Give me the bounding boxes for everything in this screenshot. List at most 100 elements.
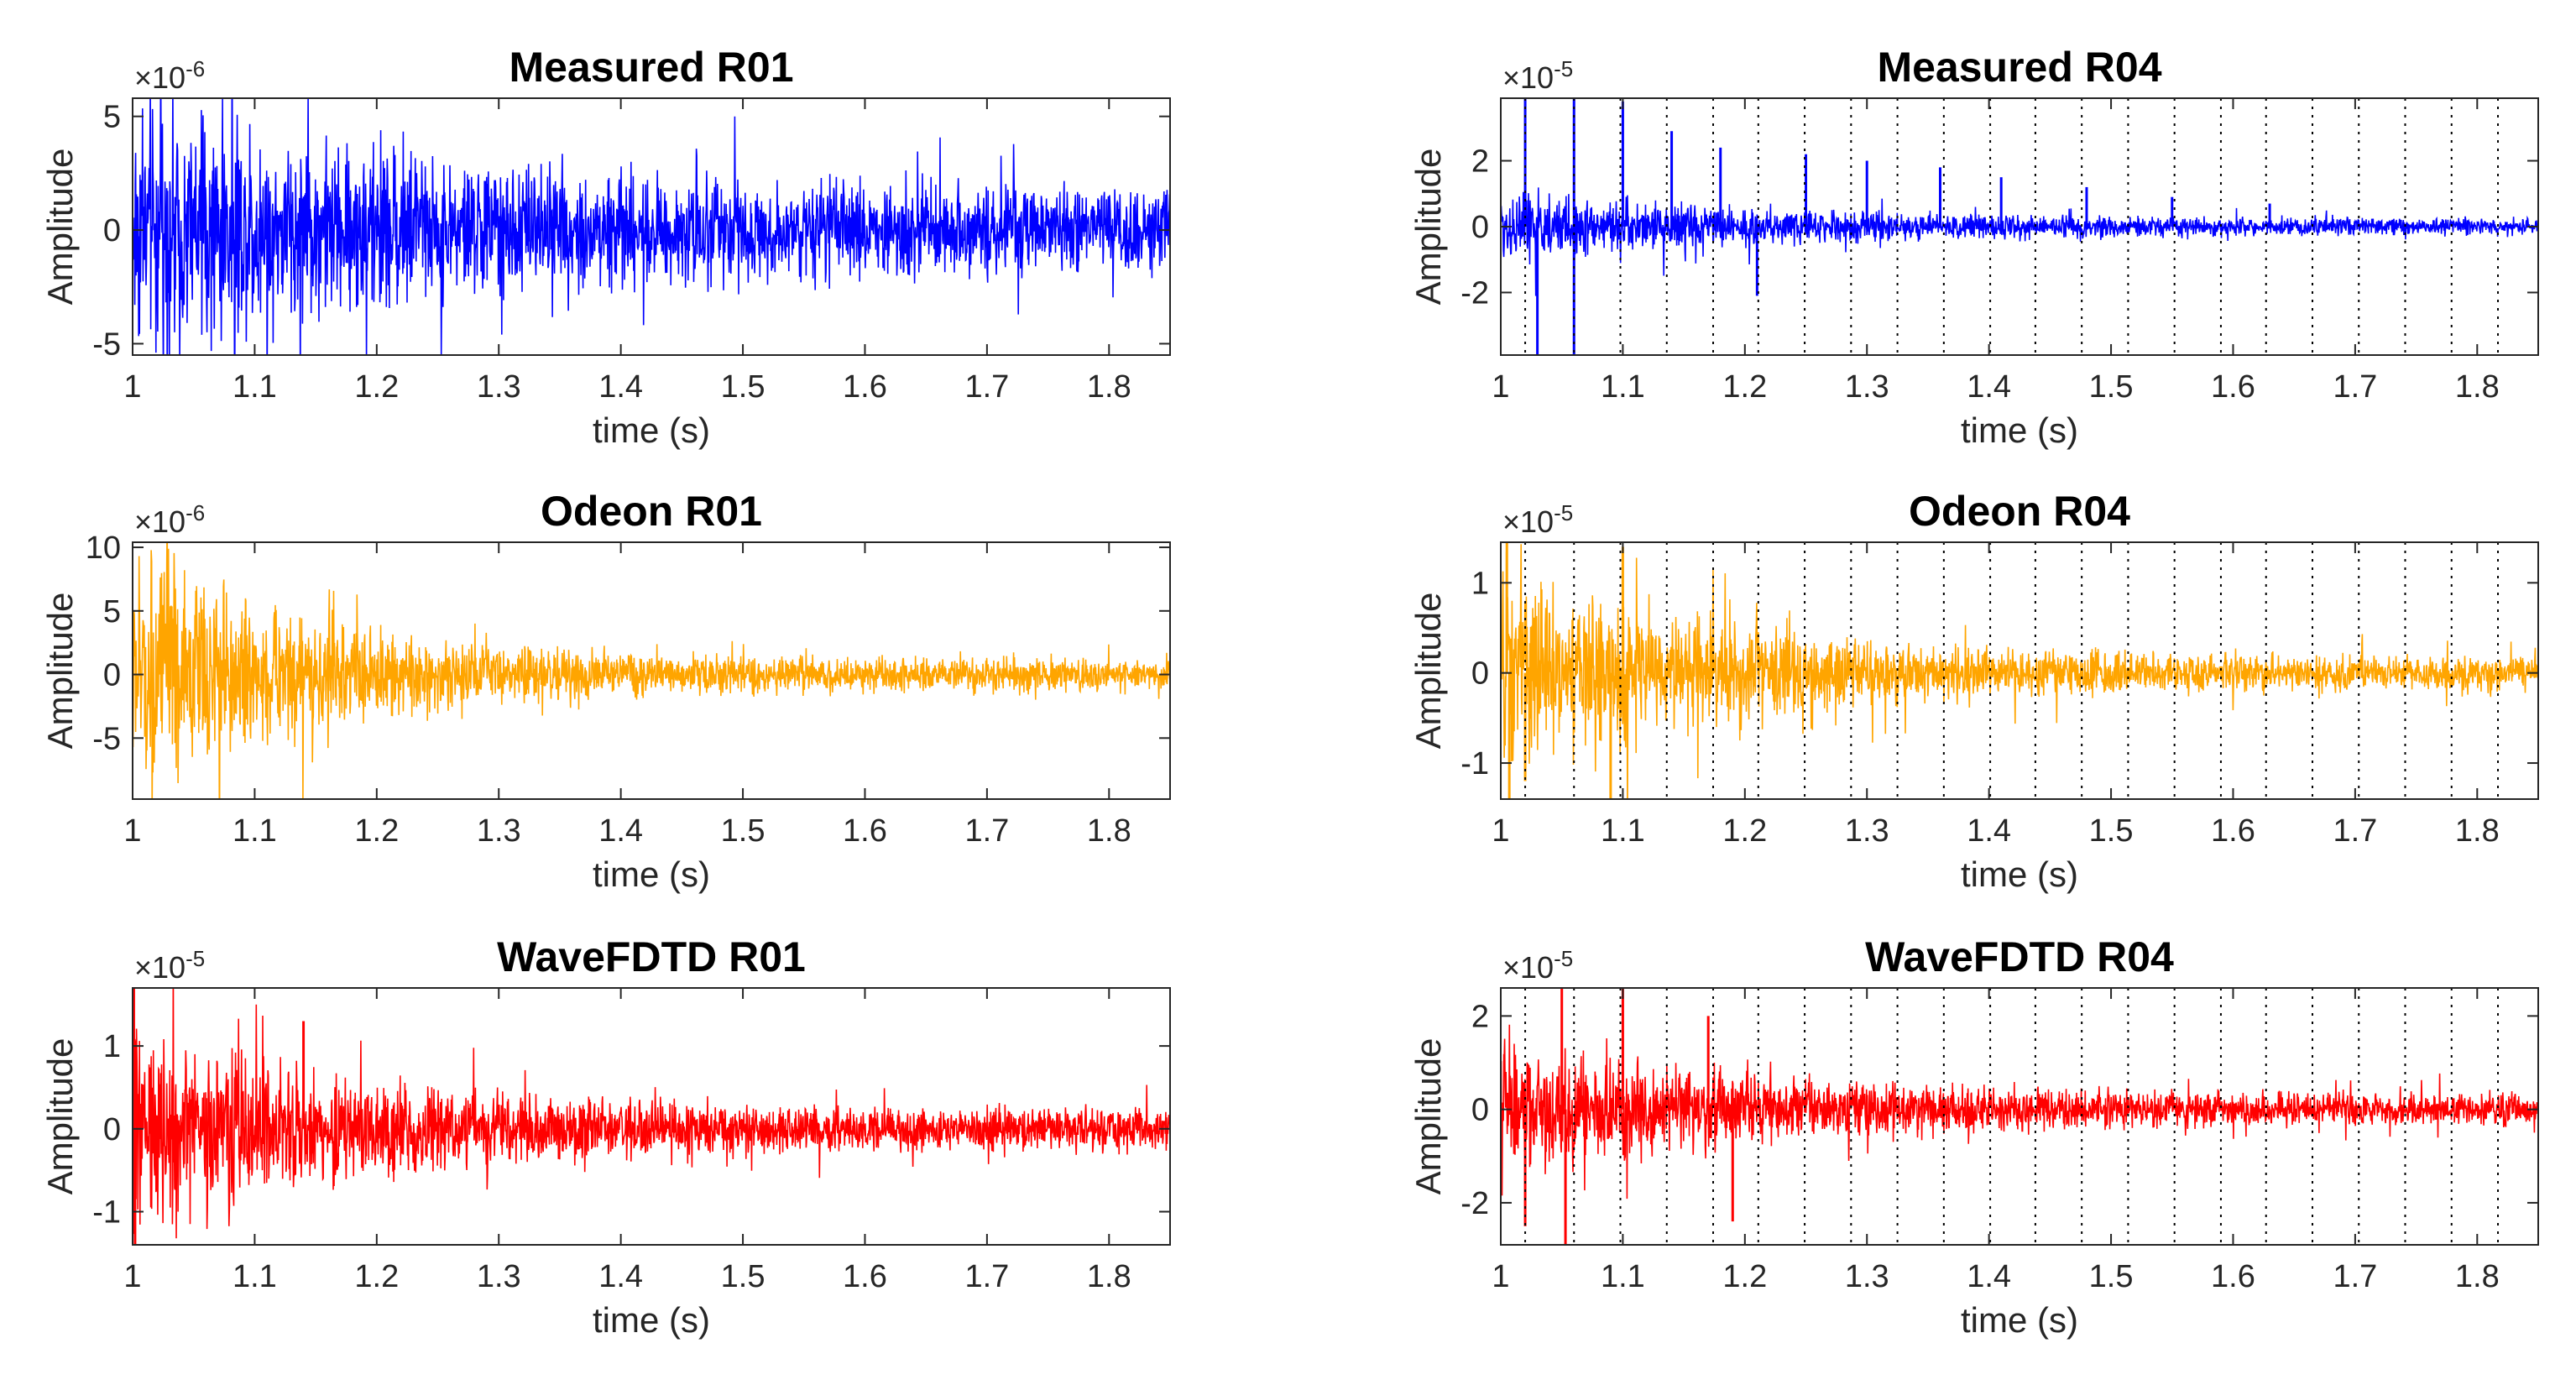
y-axis-label: Amplitude	[40, 149, 80, 306]
y-exponent-label: ×10-5	[1502, 500, 1573, 539]
y-axis-label: Amplitude	[1408, 1038, 1448, 1195]
x-tick-label: 1.4	[1967, 369, 2011, 405]
x-axis-label: time (s)	[593, 410, 710, 450]
y-exponent-power: -5	[185, 946, 205, 971]
panel-1: 1 1.1 1.2 1.3 1.4 1.5 1.6 1.7 1.8 -5 0 5 Measured R0…	[40, 44, 1171, 450]
y-tick-label: 0	[103, 1112, 121, 1147]
y-axis-label: Amplitude	[1408, 149, 1448, 306]
y-tick-label: 0	[103, 658, 121, 693]
x-tick-label: 1.5	[2089, 369, 2134, 405]
x-tick-label: 1	[1492, 813, 1509, 849]
signal-line	[133, 542, 1170, 799]
y-exponent-power: -5	[1554, 946, 1573, 971]
x-tick-label: 1.6	[843, 369, 887, 405]
x-tick-label: 1.6	[2211, 813, 2255, 849]
x-tick-label: 1.7	[2333, 813, 2377, 849]
y-tick-label: -5	[92, 327, 121, 362]
x-tick-label: 1.4	[1967, 1259, 2011, 1294]
x-tick-label: 1.8	[1087, 369, 1131, 405]
x-tick-label: 1.1	[1601, 813, 1645, 849]
y-exponent-base: ×10	[1502, 60, 1554, 95]
x-tick-label: 1.3	[1845, 1259, 1889, 1294]
axes-box	[1500, 987, 2539, 1246]
y-exponent-label: ×10-6	[134, 500, 205, 539]
y-tick-label: 0	[1471, 656, 1489, 692]
x-tick-label: 1.3	[477, 1259, 521, 1294]
signal-line	[1501, 168, 2538, 296]
x-axis-label: time (s)	[1961, 855, 2078, 894]
x-tick-label: 1.7	[2333, 369, 2377, 405]
y-tick-label: -2	[1460, 1186, 1489, 1221]
x-tick-label: 1.4	[1967, 813, 2011, 849]
x-tick-label: 1.8	[1087, 813, 1131, 849]
y-tick-label: 1	[103, 1029, 121, 1064]
signal-line	[1501, 1024, 2538, 1199]
panel-5: 1 1.1 1.2 1.3 1.4 1.5 1.6 1.7 1.8 -1 0 1 WaveFDTD R0…	[40, 933, 1171, 1340]
x-axis-label: time (s)	[593, 1300, 710, 1340]
x-tick-label: 1	[123, 813, 141, 849]
x-tick-label: 1.3	[477, 369, 521, 405]
y-exponent-base: ×10	[1502, 950, 1554, 985]
x-tick-label: 1	[123, 369, 141, 405]
x-tick-label: 1.5	[721, 813, 765, 849]
x-tick-label: 1.2	[354, 813, 399, 849]
y-exponent-power: -6	[185, 56, 205, 81]
y-axis-label: Amplitude	[40, 593, 80, 750]
x-tick-label: 1.3	[1845, 813, 1889, 849]
y-exponent-label: ×10-5	[1502, 946, 1573, 985]
y-tick-label: 1	[1471, 566, 1489, 601]
y-exponent-base: ×10	[134, 950, 185, 985]
y-tick-label: 5	[103, 100, 121, 135]
x-tick-label: 1.5	[2089, 1259, 2134, 1294]
y-tick-label: 5	[103, 594, 121, 630]
y-exponent-label: ×10-6	[134, 56, 205, 95]
x-tick-label: 1.1	[233, 369, 277, 405]
y-exponent-base: ×10	[134, 60, 185, 95]
x-tick-label: 1.2	[354, 369, 399, 405]
y-exponent-power: -5	[1554, 56, 1573, 81]
x-tick-label: 1.7	[2333, 1259, 2377, 1294]
axes-box	[1500, 541, 2539, 800]
x-tick-label: 1.4	[598, 369, 643, 405]
panel-6: 1 1.1 1.2 1.3 1.4 1.5 1.6 1.7 1.8 -2 0 2 WaveFDTD R0…	[1408, 933, 2539, 1340]
y-axis-label: Amplitude	[40, 1038, 80, 1195]
x-tick-label: 1.8	[2455, 813, 2500, 849]
x-tick-label: 1.3	[477, 813, 521, 849]
x-tick-label: 1.4	[598, 1259, 643, 1294]
x-tick-label: 1.1	[1601, 369, 1645, 405]
x-tick-label: 1.6	[2211, 1259, 2255, 1294]
panel-3: 1 1.1 1.2 1.3 1.4 1.5 1.6 1.7 1.8 -5 0 5 10 Odeon R01…	[40, 488, 1171, 894]
y-exponent-base: ×10	[1502, 504, 1554, 539]
y-tick-label: 10	[86, 530, 121, 566]
y-exponent-base: ×10	[134, 504, 185, 539]
y-exponent-power: -5	[1554, 500, 1573, 525]
x-tick-label: 1.1	[1601, 1259, 1645, 1294]
signal-line	[133, 98, 1170, 355]
x-tick-label: 1.7	[964, 1259, 1009, 1294]
y-exponent-label: ×10-5	[1502, 56, 1573, 95]
x-tick-label: 1.2	[1722, 369, 1767, 405]
y-tick-label: -5	[92, 721, 121, 756]
chart-title: WaveFDTD R01	[497, 933, 806, 980]
x-axis-label: time (s)	[593, 855, 710, 894]
y-tick-label: -1	[1460, 746, 1489, 781]
chart-title: Measured R01	[509, 44, 793, 91]
panel-2: 1 1.1 1.2 1.3 1.4 1.5 1.6 1.7 1.8 -2 0 2 Measured R0…	[1408, 44, 2539, 450]
x-tick-label: 1.6	[843, 813, 887, 849]
x-tick-label: 1.5	[2089, 813, 2134, 849]
x-tick-label: 1.7	[964, 369, 1009, 405]
y-tick-label: -2	[1460, 275, 1489, 311]
y-axis-label: Amplitude	[1408, 593, 1448, 750]
axes-box	[132, 987, 1171, 1246]
panel-4: 1 1.1 1.2 1.3 1.4 1.5 1.6 1.7 1.8 -1 0 1 Odeon R04 ti…	[1408, 488, 2539, 894]
axes-box	[132, 541, 1171, 800]
y-tick-label: 2	[1471, 144, 1489, 180]
signal-line	[1501, 544, 2538, 799]
x-tick-label: 1.3	[1845, 369, 1889, 405]
y-exponent-power: -6	[185, 500, 205, 525]
x-tick-label: 1.7	[964, 813, 1009, 849]
x-tick-label: 1.1	[233, 813, 277, 849]
x-tick-label: 1.2	[1722, 813, 1767, 849]
signal-line	[133, 988, 1170, 1245]
